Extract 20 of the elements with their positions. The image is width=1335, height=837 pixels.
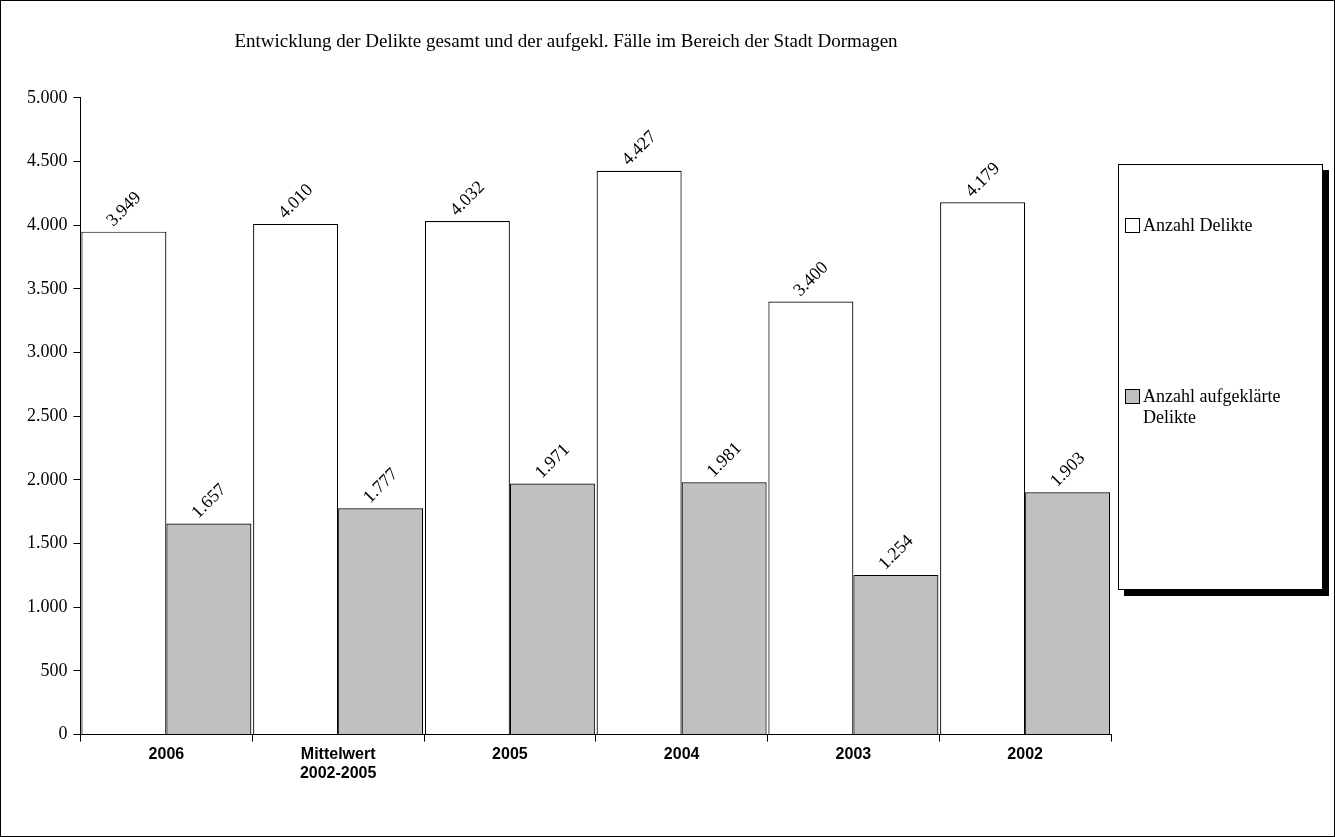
y-tick-label: 500 (40, 659, 68, 680)
chart-title: Entwicklung der Delikte gesamt und der aufgekl. Fälle im Bereich der Stadt Dormagen (234, 30, 899, 52)
y-tick-label: 1.500 (27, 532, 68, 553)
x-tick-label: 2006 (148, 744, 185, 762)
y-tick-label: 4.500 (27, 150, 68, 171)
y-tick-label: 5.000 (27, 86, 68, 107)
x-tick-label: 2005 (492, 744, 528, 762)
x-tick-label: 2002 (1007, 744, 1044, 762)
y-tick-label: 2.000 (27, 468, 68, 489)
y-tick-label: 3.000 (27, 341, 68, 362)
y-tick-label: 2.500 (27, 404, 68, 425)
legend-label: Anzahl aufgeklärte Delikte (1143, 386, 1282, 428)
text: Anzahl Delikte (1143, 215, 1253, 236)
y-tick-label: 3.500 (27, 277, 68, 298)
y-tick-label: 1.000 (27, 595, 68, 616)
x-tick-label: 2003 (835, 744, 872, 762)
y-tick-label: 4.000 (27, 213, 68, 234)
x-tick-label: 2004 (663, 744, 700, 762)
y-tick-label: 0 (58, 723, 68, 744)
x-tick-label: Mittelwert 2002-2005 (299, 744, 377, 781)
